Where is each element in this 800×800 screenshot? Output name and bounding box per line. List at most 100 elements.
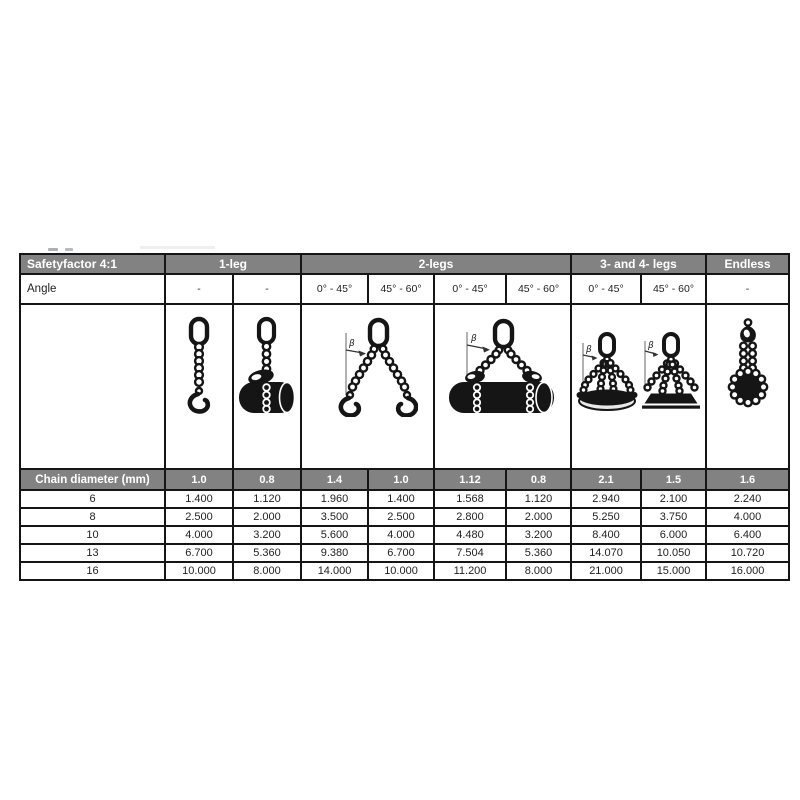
three-four-legs-header: 3- and 4- legs	[570, 253, 708, 275]
load-factor-cell: 2.1	[570, 468, 643, 491]
endless-chain-illustration	[727, 318, 768, 408]
capacity-row: 6 1.400 1.120 1.960 1.400 1.568 1.120 2.940 2.10…	[19, 489, 791, 509]
capacity-cell: 2.940	[570, 489, 643, 509]
chain-legs-icon	[579, 358, 635, 395]
arrowhead-icon	[652, 352, 659, 357]
right-chain-leg-icon	[380, 350, 409, 392]
two-leg-hooks-cell: β	[300, 303, 436, 470]
pipe-load-icon	[448, 381, 554, 414]
capacity-cell: 3.500	[300, 507, 370, 527]
group-header-row: Safetyfactor 4:1 1-leg 2-legs 3- and 4- …	[19, 253, 791, 275]
capacity-rows: 6 1.400 1.120 1.960 1.400 1.568 1.120 2.940 2.10…	[19, 489, 791, 581]
three-four-leg-cell: β	[570, 303, 708, 470]
capacity-row: 16 10.000 8.000 14.000 10.000 11.200 8.000 21.0…	[19, 561, 791, 581]
right-chain-leg-icon	[505, 349, 532, 376]
drum-load-icon	[735, 374, 761, 400]
factor-row: Chain diameter (mm) 1.0 0.8 1.4 1.0 1.12 0.8 2…	[19, 468, 791, 491]
sling-hook-icon	[187, 386, 211, 414]
two-leg-hooks-illustration: β	[338, 317, 418, 417]
angle-cell: 45° - 60°	[367, 273, 436, 305]
chain-diameter-cell: 6	[19, 489, 166, 509]
capacity-cell: 4.000	[367, 525, 436, 545]
load-factor-cell: 0.8	[505, 468, 573, 491]
capacity-cell: 2.100	[640, 489, 708, 509]
empty-cell	[19, 303, 166, 470]
capacity-cell: 10.000	[164, 561, 234, 581]
capacity-cell: 5.250	[570, 507, 643, 527]
capacity-cell: 4.000	[164, 525, 234, 545]
capacity-cell: 8.000	[231, 561, 303, 581]
chain-diameter-header: Chain diameter (mm)	[19, 468, 166, 491]
capacity-cell: 2.000	[505, 507, 573, 527]
capacity-cell: 4.000	[705, 507, 791, 527]
one-leg-choke-cell	[231, 303, 303, 470]
capacity-cell: 16.000	[705, 561, 791, 581]
arrowhead-icon	[358, 350, 366, 357]
capacity-cell: 15.000	[640, 561, 708, 581]
capacity-cell: 9.380	[300, 543, 370, 563]
scan-artifact	[65, 248, 73, 251]
sling-hook-icon	[338, 390, 361, 417]
trapezoid-plate-load-icon	[642, 393, 701, 409]
capacity-cell: 8.000	[505, 561, 573, 581]
capacity-cell: 8.400	[570, 525, 643, 545]
two-leg-choked-pipe-illustration: β	[448, 318, 554, 414]
chain-diameter-cell: 13	[19, 543, 166, 563]
capacity-cell: 10.000	[367, 561, 436, 581]
capacity-cell: 2.500	[164, 507, 234, 527]
master-link-icon	[188, 316, 210, 347]
load-factor-cell: 1.4	[300, 468, 370, 491]
chain-legs-icon	[643, 359, 700, 396]
load-factor-cell: 1.12	[433, 468, 508, 491]
round-plate-load-icon	[576, 389, 638, 411]
load-factor-cell: 1.0	[367, 468, 436, 491]
master-link-icon	[597, 332, 616, 358]
chain-sling-capacity-table: Safetyfactor 4:1 1-leg 2-legs 3- and 4- …	[19, 253, 791, 581]
capacity-cell: 1.400	[367, 489, 436, 509]
chain-icon	[193, 341, 205, 388]
double-chain-strand-icon	[738, 341, 757, 373]
arrowhead-icon	[482, 346, 490, 353]
capacity-cell: 1.120	[505, 489, 573, 509]
capacity-cell: 10.050	[640, 543, 708, 563]
three-four-leg-pair: β	[573, 306, 704, 416]
load-factor-cell: 0.8	[231, 468, 303, 491]
left-chain-leg-icon	[347, 350, 376, 392]
capacity-row: 10 4.000 3.200 5.600 4.000 4.480 3.200 8.400 6.0…	[19, 525, 791, 545]
capacity-cell: 2.000	[231, 507, 303, 527]
capacity-cell: 14.000	[300, 561, 370, 581]
capacity-cell: 2.800	[433, 507, 508, 527]
load-factor-cell: 1.6	[705, 468, 791, 491]
capacity-cell: 1.960	[300, 489, 370, 509]
capacity-cell: 1.120	[231, 489, 303, 509]
two-leg-choke-cell: β	[433, 303, 573, 470]
angle-cell: -	[705, 273, 791, 305]
chain-icon	[261, 341, 272, 374]
endless-header: Endless	[705, 253, 791, 275]
endless-cell	[705, 303, 791, 470]
capacity-cell: 10.720	[705, 543, 791, 563]
capacity-row: 8 2.500 2.000 3.500 2.500 2.800 2.000 5.250 3.75…	[19, 507, 791, 527]
one-leg-header: 1-leg	[163, 253, 303, 275]
choke-hook-icon	[248, 369, 274, 385]
capacity-cell: 4.480	[433, 525, 508, 545]
three-four-leg-0-45-illustration: β	[576, 332, 638, 411]
choke-chain-icon	[472, 383, 534, 414]
capacity-cell: 3.750	[640, 507, 708, 527]
angle-cell: 0° - 45°	[300, 273, 370, 305]
angle-cell: 45° - 60°	[505, 273, 573, 305]
capacity-cell: 2.500	[367, 507, 436, 527]
chain-diameter-cell: 10	[19, 525, 166, 545]
capacity-cell: 5.360	[505, 543, 573, 563]
chain-diameter-cell: 8	[19, 507, 166, 527]
left-chain-leg-icon	[474, 349, 501, 376]
choke-chain-icon	[262, 383, 271, 414]
one-leg-choked-drum-illustration	[239, 316, 296, 414]
angle-cell: 0° - 45°	[433, 273, 508, 305]
capacity-cell: 14.070	[570, 543, 643, 563]
capacity-cell: 1.568	[433, 489, 508, 509]
capacity-cell: 5.600	[300, 525, 370, 545]
capacity-cell: 2.240	[705, 489, 791, 509]
master-link-icon	[367, 317, 389, 349]
